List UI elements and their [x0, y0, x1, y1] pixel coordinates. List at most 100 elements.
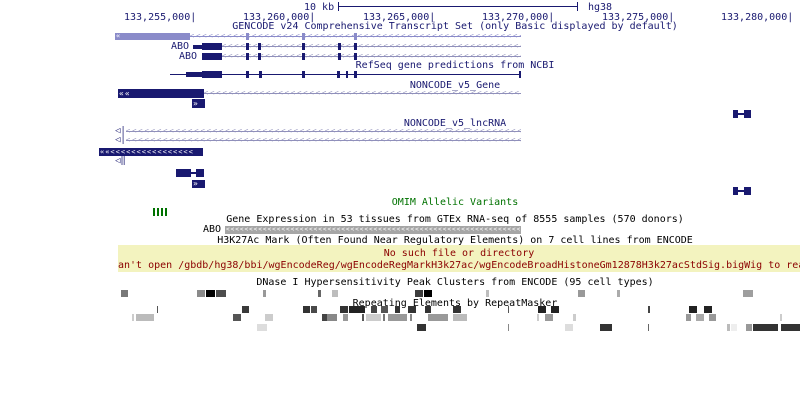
repeat-element[interactable] — [709, 314, 716, 321]
repeat-element[interactable] — [780, 314, 782, 321]
gene-label-abo[interactable]: ABO — [170, 41, 189, 52]
repeat-element[interactable] — [343, 314, 348, 321]
omim-variant-tick[interactable] — [153, 208, 155, 216]
lncrna-intron[interactable]: <<<<<<<<<<<<<<<<<<<<<<<<<<<<<<<<<<<<<<<<… — [126, 137, 521, 144]
repeat-element[interactable] — [545, 314, 553, 321]
gencode-exon-tick[interactable] — [354, 33, 357, 40]
repeat-element[interactable] — [349, 306, 365, 313]
repeat-element[interactable] — [428, 314, 448, 321]
repeat-element[interactable] — [573, 314, 576, 321]
repeat-element[interactable] — [136, 314, 154, 321]
repeat-element[interactable] — [410, 314, 412, 321]
noncode-gene-arrow-box[interactable]: » — [192, 99, 205, 108]
dnase-peak[interactable] — [206, 290, 215, 297]
repeat-element[interactable] — [132, 314, 134, 321]
repeat-element[interactable] — [689, 306, 697, 313]
lncrna-intron[interactable]: <<<<<<<<<<<<<<<<<<<<<<<<<<<<<<<<<<<<<<<<… — [126, 128, 521, 135]
abo-exon-tick[interactable] — [258, 43, 261, 50]
dnase-peak[interactable] — [415, 290, 423, 297]
repeat-element[interactable] — [383, 314, 385, 321]
abo-intron[interactable]: <<<<<<<<<<<<<<<<<<<<<<<<<<<<<<<<<<<<<<<<… — [222, 43, 521, 50]
repeat-element[interactable] — [371, 306, 377, 313]
abo-cds[interactable] — [202, 53, 222, 60]
dnase-peak[interactable] — [332, 290, 338, 297]
dnase-peak[interactable] — [263, 290, 266, 297]
repeat-element[interactable] — [453, 314, 467, 321]
repeat-element[interactable] — [686, 314, 691, 321]
dnase-peak[interactable] — [318, 290, 321, 297]
refseq-cds[interactable] — [202, 71, 222, 78]
omim-variant-tick[interactable] — [157, 208, 159, 216]
dnase-peak[interactable] — [743, 290, 753, 297]
dnase-peak[interactable] — [216, 290, 226, 297]
lncrna-start-glyph[interactable]: ◁| — [115, 135, 126, 145]
repeat-element[interactable] — [408, 306, 416, 313]
dnase-peak[interactable] — [617, 290, 620, 297]
refseq-utr[interactable] — [186, 72, 202, 77]
repeat-element[interactable] — [648, 324, 649, 331]
noncode-gene-intron[interactable]: <<<<<<<<<<<<<<<<<<<<<<<<<<<<<<<<<<<<<<<<… — [204, 89, 521, 98]
dnase-peak[interactable] — [578, 290, 585, 297]
abo-exon-tick[interactable] — [338, 43, 341, 50]
refseq-exon-tick[interactable] — [246, 71, 249, 78]
refseq-exon-tick[interactable] — [337, 71, 340, 78]
refseq-exon-tick[interactable] — [302, 71, 305, 78]
abo-exon-tick[interactable] — [302, 43, 305, 50]
lncrna-exon[interactable] — [196, 169, 204, 177]
repeat-element[interactable] — [362, 314, 364, 321]
repeat-element[interactable] — [453, 306, 461, 313]
repeat-element[interactable] — [648, 306, 650, 313]
abo-exon-tick[interactable] — [302, 53, 305, 60]
dnase-peak[interactable] — [197, 290, 205, 297]
repeat-element[interactable] — [340, 306, 348, 313]
gene-label-abo[interactable]: ABO — [178, 51, 197, 62]
repeat-element[interactable] — [395, 306, 400, 313]
abo-exon-tick[interactable] — [354, 53, 357, 60]
repeat-element[interactable] — [327, 314, 337, 321]
repeat-element[interactable] — [381, 306, 388, 313]
refseq-lead-line[interactable] — [170, 74, 186, 75]
repeat-element[interactable] — [753, 324, 778, 331]
refseq-exon-tick[interactable] — [354, 71, 357, 78]
abo-exon-tick[interactable] — [258, 53, 261, 60]
repeat-element[interactable] — [781, 324, 800, 331]
refseq-intron-line[interactable] — [222, 74, 519, 75]
noncode-item-exon[interactable] — [733, 110, 738, 118]
repeat-element[interactable] — [366, 314, 381, 321]
dnase-peak[interactable] — [486, 290, 489, 297]
repeat-element[interactable] — [537, 314, 539, 321]
gtex-gene-bar[interactable]: <<<<<<<<<<<<<<<<<<<<<<<<<<<<<<<<<<<<<<<<… — [225, 226, 521, 234]
repeat-element[interactable] — [242, 306, 249, 313]
repeat-element[interactable] — [508, 324, 509, 331]
abo-intron[interactable]: <<<<<<<<<<<<<<<<<<<<<<<<<<<<<<<<<<<<<<<<… — [222, 53, 521, 60]
repeat-element[interactable] — [551, 306, 559, 313]
noncode-item-intron[interactable] — [738, 113, 745, 115]
abo-exon-tick[interactable] — [338, 53, 341, 60]
abo-exon-tick[interactable] — [246, 43, 249, 50]
lncrna-start-glyph[interactable]: ◁| — [115, 126, 126, 136]
abo-utr[interactable] — [193, 45, 202, 49]
abo-exon-tick[interactable] — [246, 53, 249, 60]
lncrna-arrow-box[interactable]: » — [192, 180, 205, 188]
lncrna-item-exon[interactable] — [733, 187, 738, 195]
repeat-element[interactable] — [538, 306, 546, 313]
repeat-element[interactable] — [565, 324, 573, 331]
repeat-element[interactable] — [746, 324, 752, 331]
repeat-element[interactable] — [233, 314, 241, 321]
noncode-gene-body[interactable]: «« — [118, 89, 204, 98]
repeat-element[interactable] — [417, 324, 426, 331]
repeat-element[interactable] — [425, 306, 431, 313]
repeat-element[interactable] — [303, 306, 310, 313]
gencode-transcript-arrow[interactable]: « — [115, 33, 123, 40]
refseq-exon-tick[interactable] — [259, 71, 262, 78]
repeat-element[interactable] — [508, 306, 509, 313]
repeat-element[interactable] — [388, 314, 407, 321]
noncode-item-exon[interactable] — [744, 110, 751, 118]
repeat-element[interactable] — [322, 314, 327, 321]
refseq-end-tick[interactable] — [519, 71, 521, 78]
refseq-exon-tick[interactable] — [346, 71, 348, 78]
lncrna-start-glyph[interactable]: ◁‖ — [115, 156, 126, 166]
gencode-exon-tick[interactable] — [246, 33, 249, 40]
lncrna-item-intron[interactable] — [738, 190, 745, 192]
repeat-element[interactable] — [257, 324, 267, 331]
